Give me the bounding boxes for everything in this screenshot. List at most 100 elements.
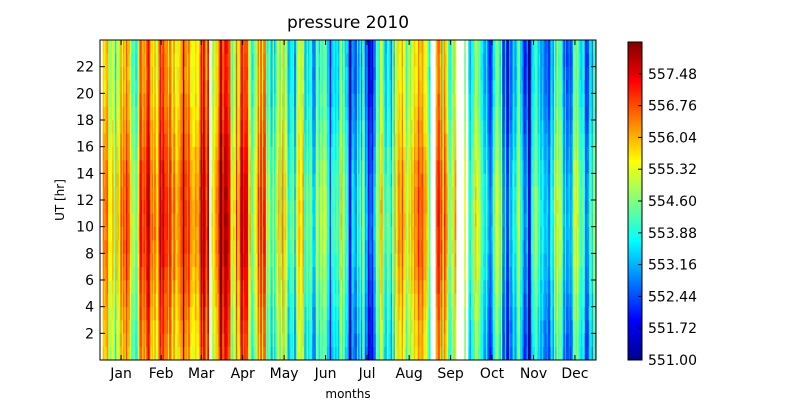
heatmap-cell xyxy=(144,40,147,54)
heatmap-cell xyxy=(119,213,121,228)
heatmap-cell xyxy=(239,186,242,201)
heatmap-cell xyxy=(199,226,201,241)
heatmap-cell xyxy=(124,240,127,254)
heatmap-cell xyxy=(245,280,248,294)
heatmap-cell xyxy=(241,66,244,81)
heatmap-cell xyxy=(332,226,335,241)
heatmap-cell xyxy=(188,320,191,334)
heatmap-cell xyxy=(161,280,163,294)
heatmap-cell xyxy=(291,160,294,174)
heatmap-cell xyxy=(279,213,282,228)
heatmap-cell xyxy=(161,120,163,134)
heatmap-cell xyxy=(317,293,320,308)
heatmap-cell xyxy=(151,280,154,294)
heatmap-cell xyxy=(151,173,154,188)
heatmap-cell xyxy=(284,133,287,148)
heatmap-cell xyxy=(124,306,127,321)
heatmap-cell xyxy=(159,186,162,201)
heatmap-cell xyxy=(150,293,152,308)
heatmap-cell xyxy=(306,106,309,121)
heatmap-cell xyxy=(167,40,170,54)
heatmap-cell xyxy=(218,346,220,361)
heatmap-cell xyxy=(377,186,379,201)
heatmap-cell xyxy=(157,226,159,241)
heatmap-cell xyxy=(143,226,146,241)
heatmap-cell xyxy=(193,160,196,174)
heatmap-cell xyxy=(181,213,184,228)
heatmap-cell xyxy=(378,160,381,174)
heatmap-cell xyxy=(246,240,249,254)
heatmap-cell xyxy=(154,280,157,294)
heatmap-cell xyxy=(204,146,207,161)
heatmap-cell xyxy=(279,133,282,148)
heatmap-cell xyxy=(306,333,309,348)
heatmap-cell xyxy=(222,146,225,161)
heatmap-cell xyxy=(204,280,207,294)
heatmap-cell xyxy=(269,120,272,134)
heatmap-cell xyxy=(136,253,139,268)
heatmap-cell xyxy=(265,80,268,94)
heatmap-cell xyxy=(254,133,257,148)
heatmap-cell xyxy=(181,133,184,148)
heatmap-cell xyxy=(288,253,291,268)
heatmap-cell xyxy=(227,226,230,241)
heatmap-cell xyxy=(265,173,268,188)
heatmap-cell xyxy=(191,160,193,174)
heatmap-cell xyxy=(385,226,388,241)
heatmap-cell xyxy=(309,53,311,68)
heatmap-cell xyxy=(116,160,119,174)
heatmap-cell xyxy=(142,320,144,334)
heatmap-cell xyxy=(173,213,176,228)
heatmap-cell xyxy=(153,333,155,348)
heatmap-cell xyxy=(226,333,229,348)
heatmap-cell xyxy=(307,146,310,161)
heatmap-cell xyxy=(132,266,135,281)
heatmap-cell xyxy=(131,213,133,228)
heatmap-cell xyxy=(386,226,389,241)
heatmap-cell xyxy=(239,240,242,254)
heatmap-cell xyxy=(248,200,250,214)
heatmap-cell xyxy=(197,80,200,94)
heatmap-cell xyxy=(133,240,136,254)
heatmap-cell xyxy=(182,40,185,54)
heatmap-cell xyxy=(257,80,260,94)
heatmap-cell xyxy=(139,226,142,241)
heatmap-cell xyxy=(113,333,116,348)
heatmap-cell xyxy=(223,173,226,188)
heatmap-cell xyxy=(227,346,230,361)
heatmap-cell xyxy=(373,120,375,134)
heatmap-cell xyxy=(170,40,173,54)
heatmap-cell xyxy=(263,240,265,254)
heatmap-cell xyxy=(252,146,254,161)
heatmap-cell xyxy=(140,40,143,54)
heatmap-cell xyxy=(136,80,139,94)
heatmap-cell xyxy=(280,333,283,348)
heatmap-cell xyxy=(150,240,152,254)
heatmap-cell xyxy=(176,346,178,361)
heatmap-cell xyxy=(381,53,383,68)
heatmap-cell xyxy=(105,226,108,241)
heatmap-cell xyxy=(362,53,364,68)
heatmap-cell xyxy=(345,186,348,201)
heatmap-cell xyxy=(142,66,144,81)
heatmap-cell xyxy=(253,120,256,134)
heatmap-cell xyxy=(185,173,188,188)
heatmap-cell xyxy=(218,280,220,294)
heatmap-cell xyxy=(324,93,326,108)
heatmap-cell xyxy=(377,160,379,174)
heatmap-cell xyxy=(339,320,341,334)
heatmap-cell xyxy=(264,266,267,281)
heatmap-cell xyxy=(257,226,260,241)
heatmap-cell xyxy=(135,186,138,201)
heatmap-cell xyxy=(258,133,261,148)
heatmap-cell xyxy=(302,280,305,294)
heatmap-cell xyxy=(291,200,294,214)
heatmap-cell xyxy=(105,106,108,121)
heatmap-cell xyxy=(260,93,263,108)
heatmap-cell xyxy=(154,200,157,214)
heatmap-cell xyxy=(226,266,229,281)
heatmap-cell xyxy=(344,133,347,148)
heatmap-cell xyxy=(235,293,238,308)
heatmap-cell xyxy=(318,320,321,334)
heatmap-cell xyxy=(367,226,370,241)
